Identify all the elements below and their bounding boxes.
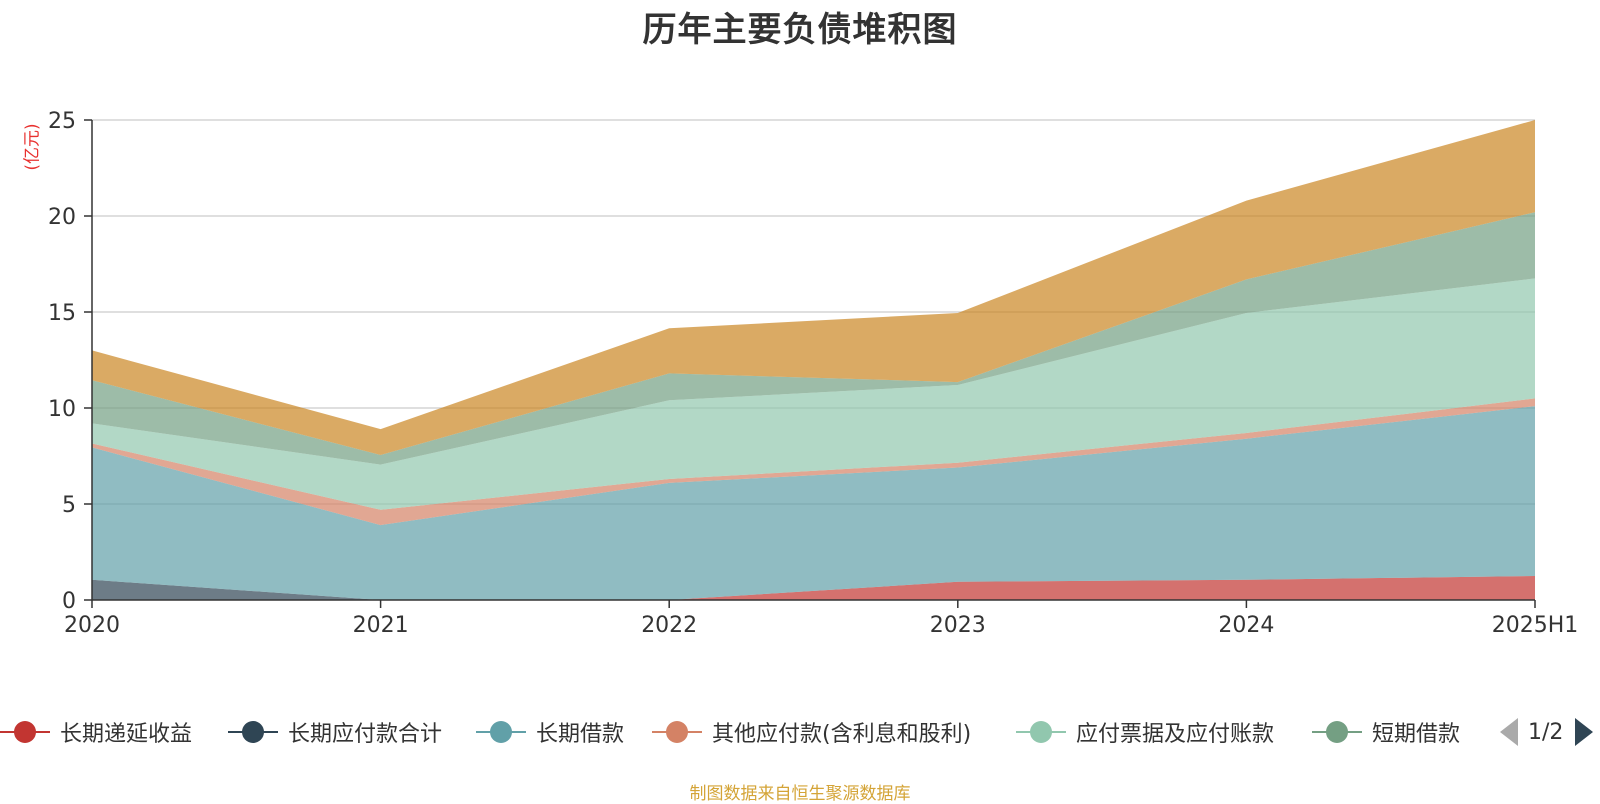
legend-label: 其他应付款(含利息和股利) (712, 722, 972, 747)
legend-item[interactable]: 应付票据及应付账款 (1016, 712, 1274, 752)
y-tick-label: 25 (48, 109, 76, 134)
x-tick-label: 2025H1 (1492, 613, 1579, 638)
legend-label: 长期应付款合计 (288, 722, 443, 747)
y-tick-label: 15 (48, 301, 76, 326)
legend-item[interactable]: 长期递延收益 (0, 712, 192, 752)
series-area-2 (92, 406, 1535, 600)
series-area-5 (92, 212, 1535, 465)
legend-label: 短期借款 (1372, 722, 1461, 747)
legend-item[interactable]: 长期应付款合计 (228, 712, 442, 752)
pager-text: 1/2 (1528, 719, 1564, 745)
source-note: 制图数据来自恒生聚源数据库 (689, 784, 911, 804)
x-tick-label: 2020 (64, 613, 120, 638)
legend-label: 应付票据及应付账款 (1076, 722, 1275, 747)
stacked-area-chart: 0 5 10 15 20 25 2020 2021 2022 2023 2024 2025H1 (48, 109, 1579, 638)
legend-pager: 1/2 (1500, 712, 1594, 752)
y-tick-label: 20 (48, 205, 76, 230)
legend-marker-icon (652, 717, 702, 747)
legend-marker-icon (228, 717, 278, 747)
y-tick-label: 5 (62, 493, 76, 518)
legend-item[interactable]: 长期借款 (476, 712, 624, 752)
series-area-0 (92, 576, 1535, 600)
series-area-1 (92, 576, 1535, 600)
chart-title: 历年主要负债堆积图 (642, 10, 958, 50)
legend-item[interactable]: 短期借款 (1312, 712, 1460, 752)
legend-marker-icon (1312, 717, 1362, 747)
x-tick-label: 2022 (641, 613, 697, 638)
x-tick-label: 2023 (930, 613, 986, 638)
series-area-4 (92, 278, 1535, 510)
legend-marker-icon (0, 717, 50, 747)
legend-marker-icon (1016, 717, 1066, 747)
pager-prev-icon[interactable] (1500, 718, 1518, 746)
legend-label: 长期递延收益 (60, 722, 193, 747)
legend-marker-icon (476, 717, 526, 747)
x-tick-label: 2024 (1218, 613, 1274, 638)
legend-item[interactable]: 其他应付款(含利息和股利) (652, 712, 971, 752)
pager-next-icon[interactable] (1575, 718, 1594, 746)
y-tick-label: 0 (62, 589, 76, 614)
y-tick-label: 10 (48, 397, 76, 422)
x-tick-label: 2021 (353, 613, 409, 638)
legend: 长期递延收益 长期应付款合计 长期借款 其他应付款(含利息和股利) 应付票据及应付账款 短… (0, 712, 1600, 752)
legend-label: 长期借款 (536, 722, 625, 747)
